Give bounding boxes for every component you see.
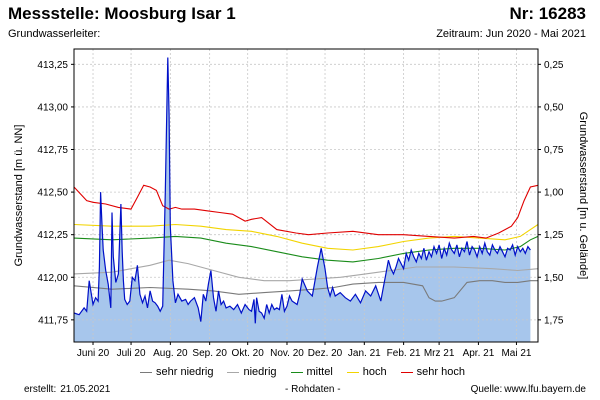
station-number: Nr: 16283 bbox=[509, 4, 586, 23]
raw-data-note: - Rohdaten - bbox=[285, 384, 341, 395]
y-tick-label: 412,25 bbox=[37, 230, 68, 241]
y2-tick-label: 0,75 bbox=[544, 145, 564, 156]
y2-tick-label: 1,50 bbox=[544, 273, 564, 284]
x-tick-label: Mai 21 bbox=[501, 348, 531, 359]
legend-swatch-hoch bbox=[346, 371, 359, 373]
series-line-mittel bbox=[73, 235, 539, 263]
plot-frame bbox=[73, 48, 539, 343]
y2-tick-label: 0,50 bbox=[544, 102, 564, 113]
legend-swatch-niedrig bbox=[227, 371, 240, 373]
y-tick-label: 412,75 bbox=[37, 145, 68, 156]
y2-tick-label: 1,00 bbox=[544, 188, 564, 199]
series-line-sehr-niedrig bbox=[73, 280, 538, 302]
x-tick-label: Nov. 20 bbox=[270, 348, 304, 359]
legend-swatch-sehr-niedrig bbox=[140, 371, 152, 373]
y-tick-label: 412,00 bbox=[37, 273, 68, 284]
y-axis-title: Grundwasserstand [m ü. NN] bbox=[13, 125, 25, 267]
station-title: Messstelle: Moosburg Isar 1 bbox=[8, 4, 236, 23]
legend-item-mittel: mittel bbox=[290, 366, 333, 378]
y-tick-label: 412,50 bbox=[37, 188, 68, 199]
y2-tick-label: 1,25 bbox=[544, 230, 564, 241]
source-link[interactable]: www.lfu.bayern.de bbox=[504, 384, 586, 395]
created-info: erstellt: 21.05.2021 bbox=[20, 384, 110, 395]
legend-item-sehr-niedrig: sehr niedrig bbox=[140, 366, 213, 378]
measured-area bbox=[74, 57, 531, 342]
source-label: Quelle: bbox=[470, 384, 503, 395]
y-tick-label: 413,25 bbox=[37, 60, 68, 71]
x-tick-label: Mrz 21 bbox=[424, 348, 455, 359]
legend-swatch-mittel bbox=[290, 371, 303, 373]
x-tick-label: Apr. 21 bbox=[463, 348, 495, 359]
y-tick-label: 411,75 bbox=[38, 315, 68, 326]
legend-swatch-sehr-hoch bbox=[400, 371, 413, 373]
legend-item-sehr-hoch: sehr hoch bbox=[400, 366, 465, 378]
y2-tick-label: 1,75 bbox=[544, 315, 564, 326]
created-date: 21.05.2021 bbox=[60, 384, 111, 395]
x-tick-label: Sep. 20 bbox=[192, 348, 227, 359]
x-tick-label: Okt. 20 bbox=[232, 348, 265, 359]
legend: sehr niedrig niedrig mittel hoch sehr ho… bbox=[140, 364, 479, 380]
aquifer-label: Grundwasserleiter: bbox=[8, 28, 101, 40]
legend-label-hoch: hoch bbox=[362, 366, 387, 378]
legend-item-hoch: hoch bbox=[346, 366, 387, 378]
y2-axis-title: Grundwasserstand [m u. Gelände] bbox=[577, 112, 589, 280]
y-tick-label: 413,00 bbox=[37, 102, 68, 113]
legend-label-niedrig: niedrig bbox=[243, 366, 277, 378]
legend-label-sehr-niedrig: sehr niedrig bbox=[156, 366, 214, 378]
period-label: Zeitraum: Jun 2020 - Mai 2021 bbox=[436, 28, 586, 40]
legend-label-mittel: mittel bbox=[306, 366, 333, 378]
x-tick-label: Feb. 21 bbox=[387, 348, 421, 359]
series-line-sehr-hoch bbox=[73, 184, 539, 239]
created-label: erstellt: bbox=[24, 384, 57, 395]
x-tick-label: Juli 20 bbox=[117, 348, 146, 359]
x-tick-label: Juni 20 bbox=[77, 348, 110, 359]
x-tick-label: Aug. 20 bbox=[153, 348, 188, 359]
source-info: Quelle: www.lfu.bayern.de bbox=[469, 384, 586, 395]
y2-tick-label: 0,25 bbox=[544, 60, 564, 71]
x-tick-label: Jan. 21 bbox=[348, 348, 381, 359]
x-tick-label: Dez. 20 bbox=[308, 348, 343, 359]
legend-label-sehr-hoch: sehr hoch bbox=[416, 366, 465, 378]
legend-item-niedrig: niedrig bbox=[227, 366, 277, 378]
measured-line bbox=[73, 57, 531, 324]
series-line-hoch bbox=[73, 223, 539, 251]
